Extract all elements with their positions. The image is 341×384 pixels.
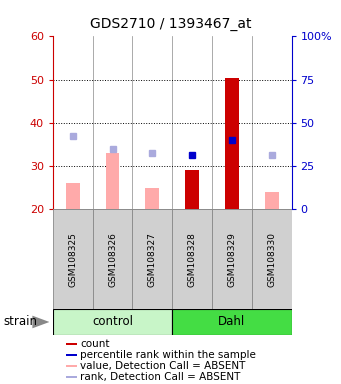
Bar	[66, 354, 77, 356]
Bar	[145, 188, 159, 209]
FancyBboxPatch shape	[172, 309, 292, 335]
Text: GDS2710 / 1393467_at: GDS2710 / 1393467_at	[90, 17, 251, 31]
FancyBboxPatch shape	[132, 209, 172, 309]
FancyBboxPatch shape	[93, 209, 132, 309]
Text: GSM108329: GSM108329	[227, 232, 236, 286]
Polygon shape	[32, 316, 49, 328]
Text: Dahl: Dahl	[218, 316, 246, 328]
Bar	[172, 36, 212, 209]
Bar	[66, 376, 77, 378]
FancyBboxPatch shape	[252, 209, 292, 309]
Text: GSM108326: GSM108326	[108, 232, 117, 286]
Text: control: control	[92, 316, 133, 328]
Text: GSM108330: GSM108330	[267, 232, 276, 287]
Bar	[66, 365, 77, 367]
Text: rank, Detection Call = ABSENT: rank, Detection Call = ABSENT	[80, 372, 240, 382]
Bar	[106, 153, 119, 209]
Bar	[265, 192, 279, 209]
Text: percentile rank within the sample: percentile rank within the sample	[80, 350, 256, 360]
FancyBboxPatch shape	[53, 309, 172, 335]
Bar	[252, 36, 292, 209]
Text: GSM108327: GSM108327	[148, 232, 157, 286]
Bar	[66, 343, 77, 345]
Bar	[132, 36, 172, 209]
FancyBboxPatch shape	[212, 209, 252, 309]
Text: GSM108328: GSM108328	[188, 232, 197, 286]
Bar	[212, 36, 252, 209]
Text: strain: strain	[3, 316, 38, 328]
Bar	[66, 184, 80, 209]
Bar	[185, 170, 199, 209]
Text: GSM108325: GSM108325	[68, 232, 77, 286]
Bar	[225, 78, 239, 209]
Bar	[53, 36, 93, 209]
FancyBboxPatch shape	[53, 209, 93, 309]
FancyBboxPatch shape	[172, 209, 212, 309]
Text: count: count	[80, 339, 110, 349]
Text: value, Detection Call = ABSENT: value, Detection Call = ABSENT	[80, 361, 246, 371]
Bar	[93, 36, 132, 209]
